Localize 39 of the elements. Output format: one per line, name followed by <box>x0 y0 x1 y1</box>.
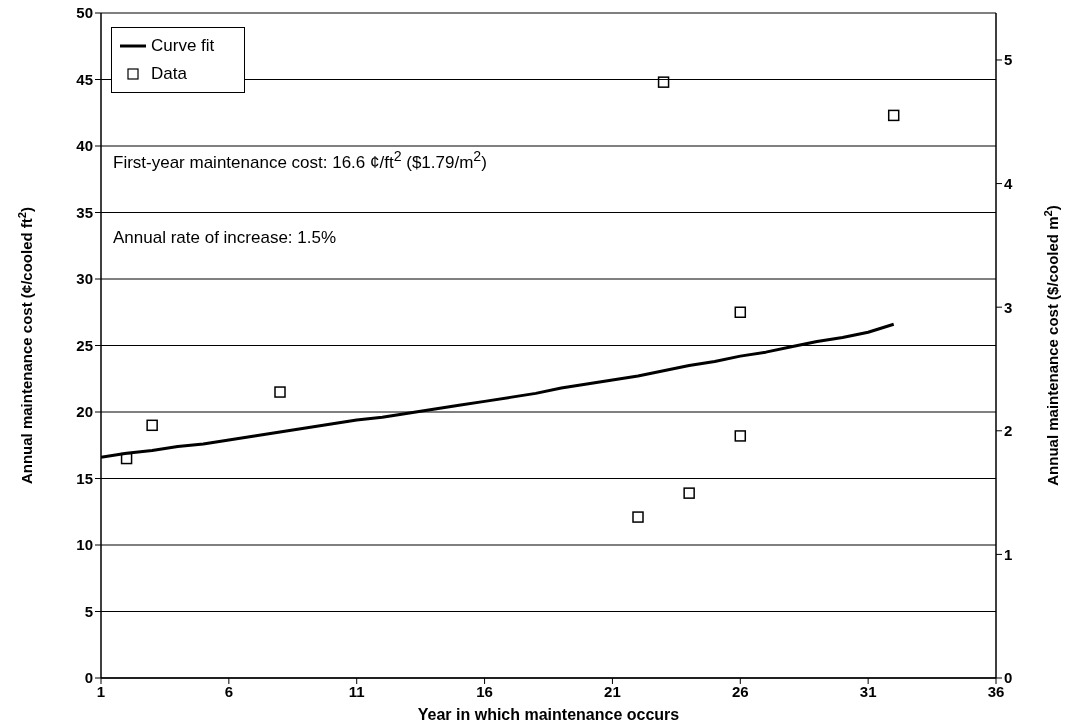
point <box>887 109 900 122</box>
point <box>120 452 133 465</box>
x-tick-label: 36 <box>987 682 1005 700</box>
y2-tick-label: 5 <box>1004 51 1013 69</box>
y2-tick-label: 1 <box>1004 545 1013 563</box>
y2-tick-label: 0 <box>1004 669 1013 687</box>
y2-tick-label: 3 <box>1004 298 1013 316</box>
y-tick-label: 40 <box>76 137 93 155</box>
x-axis-title: Year in which maintenance occurs <box>417 706 680 723</box>
y-tick-label: 10 <box>76 536 93 554</box>
x-tick-label: 16 <box>476 682 493 700</box>
point <box>657 76 670 88</box>
y-tick-label: 15 <box>76 469 93 487</box>
y-tick-label: 5 <box>84 602 93 620</box>
point <box>146 419 158 432</box>
x-tick-label: 1 <box>96 682 106 700</box>
y-tick-label: 45 <box>76 70 93 88</box>
x-tick-label: 21 <box>604 682 621 700</box>
legend-label: Data <box>151 64 187 84</box>
x-tick-label: 31 <box>859 682 877 700</box>
point <box>683 487 695 499</box>
point <box>632 511 644 523</box>
point <box>734 306 747 318</box>
legend-label: Curve fit <box>151 36 215 56</box>
x-tick-label: 26 <box>731 682 749 700</box>
y-tick-label: 50 <box>76 4 93 22</box>
y-tick-label: 35 <box>76 203 93 221</box>
y2-tick-label: 2 <box>1004 422 1013 440</box>
y-tick-label: 25 <box>76 336 93 354</box>
annotation: Annual rate of increase: 1.5% <box>113 228 337 248</box>
x-tick-label: 6 <box>224 682 234 700</box>
y-tick-label: 20 <box>76 403 93 421</box>
y2-tick-label: 4 <box>1004 174 1013 192</box>
x-tick-label: 11 <box>348 682 365 700</box>
annotation: First-year maintenance cost: 16.6 ¢/ft$^{2}$ ($1.79/m$^{2}$) <box>113 148 487 173</box>
y-tick-label: 30 <box>76 270 93 288</box>
point <box>274 386 286 398</box>
y-tick-label: 0 <box>84 669 93 687</box>
point <box>734 430 747 442</box>
